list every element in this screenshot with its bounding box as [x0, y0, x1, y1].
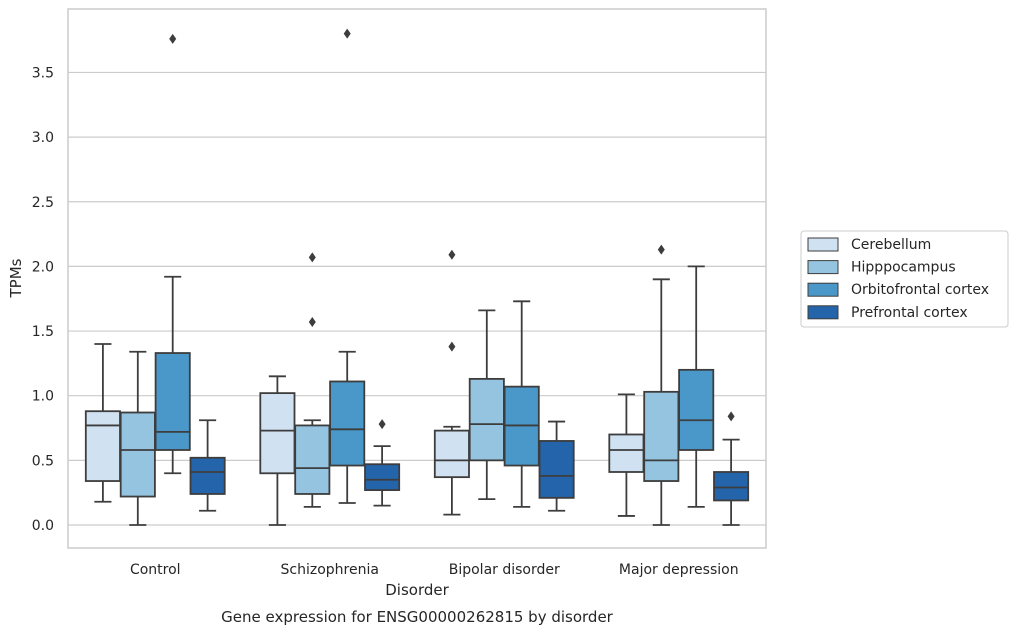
- outlier-point: [727, 411, 735, 422]
- x-tick-label: Bipolar disorder: [449, 562, 560, 578]
- iqr-box: [608, 433, 645, 473]
- iqr-box: [189, 456, 226, 495]
- legend-label: Prefrontal cortex: [851, 305, 968, 321]
- box-orbitofrontal-cortex: [503, 300, 540, 508]
- y-tick-label: 3.5: [32, 65, 54, 81]
- legend-label: Orbitofrontal cortex: [851, 282, 989, 298]
- box-cerebellum: [608, 393, 645, 517]
- legend-swatch: [807, 305, 839, 320]
- iqr-box: [154, 352, 191, 451]
- chart-caption: Gene expression for ENSG00000262815 by d…: [221, 608, 614, 626]
- iqr-box: [259, 392, 296, 475]
- box-hipppocampus: [119, 350, 156, 526]
- x-tick-label: Major depression: [619, 562, 739, 578]
- outlier-point: [378, 419, 386, 430]
- legend: Cerebellum Hipppocampus Orbitofrontal cort…: [800, 230, 1009, 328]
- legend-label: Cerebellum: [851, 237, 931, 253]
- iqr-box: [538, 440, 575, 499]
- iqr-box: [329, 380, 366, 467]
- x-tick-labels: Control Schizophrenia Bipolar disorder Majo…: [130, 562, 739, 578]
- legend-frame: [800, 230, 1009, 328]
- iqr-box: [643, 390, 680, 482]
- legend-swatch: [807, 282, 839, 297]
- box-cerebellum: [84, 343, 121, 503]
- box-cerebellum: [259, 375, 296, 526]
- outlier-point: [308, 252, 316, 263]
- box-prefrontal-cortex: [538, 420, 575, 512]
- y-tick-label: 0.5: [32, 453, 54, 469]
- y-tick-label: 2.0: [32, 259, 54, 275]
- y-tick-label: 1.5: [32, 324, 54, 340]
- box-orbitofrontal-cortex: [154, 33, 191, 475]
- box-orbitofrontal-cortex: [678, 265, 715, 508]
- box-orbitofrontal-cortex: [329, 28, 366, 504]
- x-tick-label: Schizophrenia: [281, 562, 379, 578]
- box-cerebellum: [433, 249, 470, 516]
- outlier-point: [448, 341, 456, 352]
- box-hipppocampus: [468, 309, 505, 501]
- iqr-box: [364, 463, 401, 491]
- iqr-box: [713, 471, 750, 502]
- y-tick-label: 3.0: [32, 130, 54, 146]
- boxes-layer: [84, 28, 750, 526]
- box-prefrontal-cortex: [364, 419, 401, 507]
- legend-swatch: [807, 237, 839, 252]
- iqr-box: [468, 377, 505, 462]
- y-tick-labels: 0.0 0.5 1.0 1.5 2.0 2.5 3.0 3.5: [32, 65, 54, 534]
- legend-swatch: [807, 260, 839, 275]
- box-hipppocampus: [294, 252, 331, 508]
- iqr-box: [84, 410, 121, 482]
- outlier-point: [308, 316, 316, 327]
- x-axis-label: Disorder: [385, 581, 449, 599]
- y-axis-label: TPMs: [7, 258, 25, 298]
- legend-label: Hipppocampus: [851, 260, 956, 276]
- y-tick-label: 0.0: [32, 518, 54, 534]
- box-prefrontal-cortex: [189, 419, 226, 512]
- outlier-point: [169, 33, 177, 44]
- iqr-box: [678, 368, 715, 451]
- box-prefrontal-cortex: [713, 411, 750, 526]
- outlier-point: [657, 244, 665, 255]
- y-tick-label: 1.0: [32, 389, 54, 405]
- iqr-box: [294, 424, 331, 495]
- outlier-point: [343, 28, 351, 39]
- x-tick-label: Control: [130, 562, 181, 578]
- y-tick-label: 2.5: [32, 195, 54, 211]
- outlier-point: [448, 249, 456, 260]
- iqr-box: [119, 411, 156, 498]
- iqr-box: [433, 429, 470, 479]
